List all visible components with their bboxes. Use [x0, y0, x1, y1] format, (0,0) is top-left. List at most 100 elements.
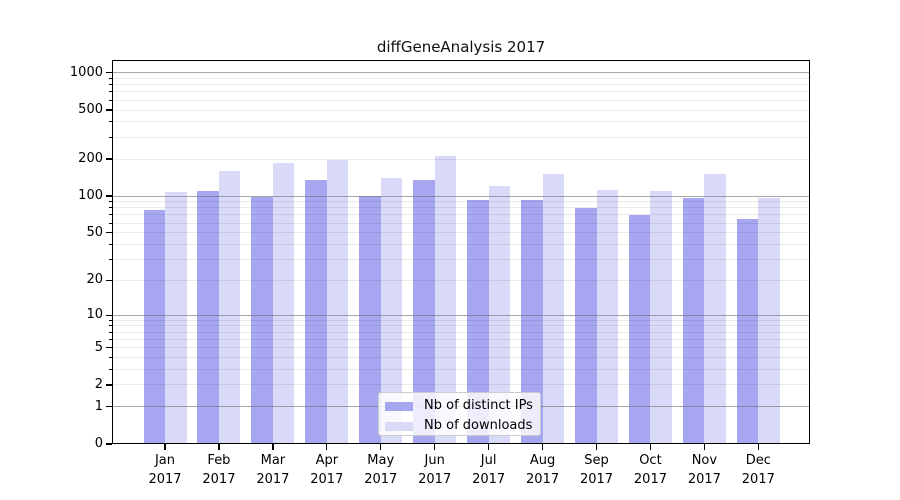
- y-tick-label: 50: [86, 224, 103, 240]
- x-tick-mark: [541, 444, 544, 450]
- y-minor-tick-mark: [108, 78, 112, 79]
- y-minor-tick-mark: [108, 357, 112, 359]
- x-tick-mark: [326, 444, 328, 450]
- x-tick-mark: [272, 444, 274, 450]
- bar-downloads-aug: [542, 174, 565, 444]
- x-tick-mark: [218, 444, 220, 450]
- y-gridline-minor: [112, 222, 810, 224]
- y-minor-tick-mark: [108, 84, 112, 86]
- x-tick-mark: [434, 444, 436, 450]
- y-gridline-minor: [112, 99, 810, 101]
- x-tick-year: 2017: [472, 472, 506, 487]
- x-tick-month: Mar: [260, 453, 286, 468]
- bar-downloads-apr: [326, 159, 349, 444]
- legend-swatch-distinct-ips: [385, 401, 413, 411]
- x-tick-label: Jul 2017: [457, 451, 521, 489]
- legend-label-distinct-ips: Nb of distinct IPs: [424, 398, 533, 413]
- x-tick-month: Jun: [424, 453, 445, 468]
- y-gridline-minor: [112, 338, 810, 340]
- x-tick-mark: [487, 444, 490, 450]
- x-tick-mark: [703, 444, 706, 450]
- y-gridline-minor: [112, 319, 810, 321]
- x-tick-label: Nov 2017: [672, 451, 736, 489]
- y-gridline-minor: [112, 84, 810, 86]
- x-tick-mark: [380, 444, 382, 450]
- bar-downloads-oct: [650, 190, 672, 444]
- y-gridline-minor: [112, 357, 810, 359]
- y-tick-mark: [105, 443, 112, 445]
- x-tick-year: 2017: [256, 472, 290, 487]
- bar-distinct-ips-mar: [251, 197, 273, 444]
- y-gridline-minor: [112, 279, 810, 281]
- y-gridline-minor: [112, 384, 810, 386]
- y-gridline-minor: [112, 109, 810, 111]
- y-tick-mark: [105, 406, 112, 408]
- x-tick-year: 2017: [633, 472, 667, 487]
- x-tick-month: Nov: [691, 453, 718, 468]
- bar-downloads-mar: [272, 162, 295, 444]
- y-minor-tick-mark: [108, 99, 112, 101]
- x-tick-mark: [757, 444, 759, 450]
- y-gridline-minor: [112, 243, 810, 245]
- chart-title: diffGeneAnalysis 2017: [376, 38, 546, 56]
- x-tick-month: Jul: [480, 453, 497, 468]
- y-gridline-minor: [112, 369, 810, 371]
- y-minor-tick-mark: [108, 338, 112, 340]
- y-gridline-major: [112, 314, 810, 316]
- x-tick-month: Sep: [584, 453, 609, 468]
- y-gridline-minor: [112, 136, 810, 138]
- x-tick-year: 2017: [579, 472, 614, 487]
- y-minor-tick-mark: [108, 384, 112, 386]
- x-tick-label: Sep 2017: [565, 451, 629, 489]
- y-minor-tick-mark: [108, 109, 112, 111]
- y-minor-tick-mark: [108, 259, 112, 261]
- y-tick-label: 1000: [69, 64, 103, 80]
- bar-downloads-may: [380, 178, 403, 444]
- bar-distinct-ips-aug: [521, 199, 543, 444]
- y-minor-tick-mark: [108, 214, 112, 216]
- y-gridline-minor: [112, 121, 810, 123]
- y-tick-label: 500: [78, 102, 103, 118]
- x-tick-label: Apr 2017: [295, 451, 359, 489]
- legend-swatch-downloads: [385, 421, 413, 431]
- x-tick-month: Aug: [529, 453, 556, 468]
- y-minor-tick-mark: [108, 279, 112, 281]
- x-tick-label: Aug 2017: [511, 451, 575, 489]
- y-tick-label: 0: [94, 436, 103, 451]
- y-minor-tick-mark: [108, 243, 112, 245]
- y-gridline-minor: [112, 78, 810, 79]
- legend-label-downloads: Nb of downloads: [424, 418, 533, 433]
- y-minor-tick-mark: [108, 331, 112, 333]
- bar-distinct-ips-sep: [575, 207, 597, 444]
- y-minor-tick-mark: [108, 325, 112, 327]
- x-tick-label: Feb 2017: [187, 451, 251, 489]
- y-gridline-minor: [112, 347, 810, 349]
- bar-distinct-ips-jun: [413, 180, 435, 444]
- bar-downloads-jun: [434, 155, 457, 444]
- x-tick-mark: [595, 444, 598, 450]
- bar-distinct-ips-may: [359, 196, 381, 444]
- bar-distinct-ips-nov: [682, 197, 705, 444]
- bar-distinct-ips-jan: [143, 209, 165, 444]
- x-tick-year: 2017: [687, 472, 721, 487]
- bar-downloads-sep: [596, 189, 619, 444]
- y-gridline-minor: [112, 232, 810, 234]
- x-tick-year: 2017: [148, 472, 182, 487]
- x-tick-year: 2017: [202, 472, 236, 487]
- y-gridline-minor: [112, 91, 810, 93]
- y-gridline-minor: [112, 259, 810, 261]
- bar-distinct-ips-feb: [197, 190, 219, 444]
- y-gridline-minor: [112, 158, 810, 160]
- y-minor-tick-mark: [108, 347, 112, 349]
- y-minor-tick-mark: [108, 91, 112, 93]
- x-tick-year: 2017: [418, 472, 452, 487]
- y-minor-tick-mark: [108, 121, 112, 123]
- x-tick-label: Jun 2017: [403, 451, 467, 489]
- y-minor-tick-mark: [108, 232, 112, 234]
- y-tick-label: 20: [86, 272, 103, 288]
- y-minor-tick-mark: [108, 319, 112, 321]
- y-tick-label: 2: [94, 376, 103, 392]
- y-gridline-minor: [112, 207, 810, 209]
- y-gridline-minor: [112, 331, 810, 333]
- plot-area: [112, 60, 810, 444]
